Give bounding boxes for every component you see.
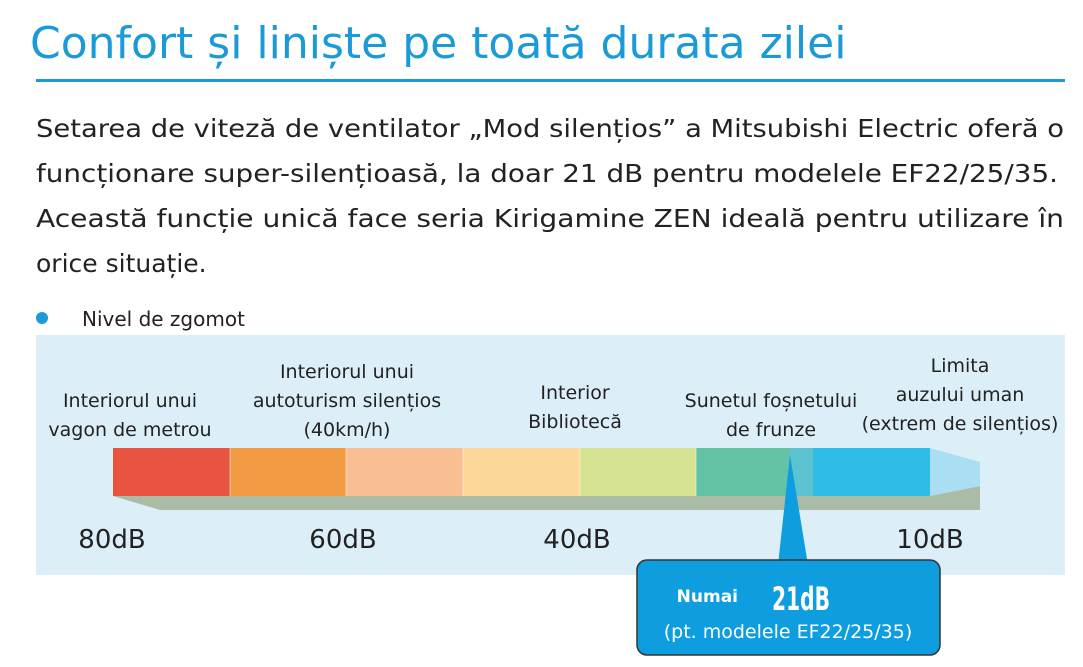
bar-segment bbox=[696, 448, 790, 496]
title-rule bbox=[36, 79, 1065, 82]
scale-description: Interiorul unui bbox=[63, 390, 197, 412]
scale-description: (extrem de silențios) bbox=[862, 413, 1059, 435]
level-label: 40dB bbox=[543, 525, 610, 555]
bar-segment bbox=[113, 448, 230, 496]
paragraph-line: orice situație. bbox=[36, 249, 207, 278]
scale-description: de frunze bbox=[726, 419, 816, 441]
scale-description: (40km/h) bbox=[304, 419, 391, 441]
bar-segment bbox=[580, 448, 696, 496]
bar-segment bbox=[813, 448, 930, 496]
callout-value: 21dB bbox=[772, 580, 830, 618]
scale-description: Interior bbox=[540, 382, 609, 404]
bar-end bbox=[930, 448, 980, 496]
level-label: 60dB bbox=[309, 525, 376, 555]
scale-description: autoturism silențios bbox=[253, 390, 441, 412]
bullet-dot bbox=[36, 312, 48, 324]
level-label: 10dB bbox=[896, 525, 963, 555]
title: Confort și liniște pe toată durata zilei bbox=[30, 18, 846, 69]
bar-dividers bbox=[229, 448, 697, 496]
callout-pointer bbox=[778, 455, 808, 565]
scale-description: vagon de metrou bbox=[48, 419, 211, 441]
bar-shadow bbox=[113, 486, 980, 510]
callout-box bbox=[636, 559, 941, 656]
callout-note: (pt. modelele EF22/25/35) bbox=[664, 621, 913, 643]
scale-description: auzului uman bbox=[896, 384, 1025, 406]
scale-description: Bibliotecă bbox=[528, 411, 622, 433]
noise-bar bbox=[113, 448, 980, 496]
scale-description: Limita bbox=[931, 355, 990, 377]
bar-segment bbox=[230, 448, 346, 496]
scale-description: Sunetul foșnetului bbox=[685, 390, 858, 412]
bar-segment bbox=[790, 448, 813, 496]
paragraph-line: funcționare super-silențioasă, la doar 2… bbox=[36, 159, 1058, 188]
bar-segment bbox=[463, 448, 580, 496]
level-label: 80dB bbox=[78, 525, 145, 555]
paragraph-line: Această funcție unică face seria Kirigam… bbox=[36, 204, 1064, 233]
scale-description: Interiorul unui bbox=[280, 361, 414, 383]
bar-segment bbox=[346, 448, 463, 496]
bullet-label: Nivel de zgomot bbox=[82, 307, 245, 331]
paragraph-line: Setarea de viteză de ventilator „Mod sil… bbox=[36, 114, 1064, 143]
callout-prefix: Numai bbox=[677, 587, 738, 607]
